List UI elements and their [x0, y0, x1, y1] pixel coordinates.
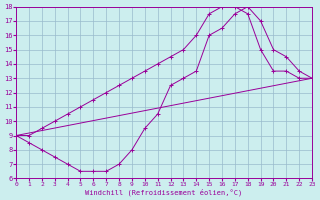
X-axis label: Windchill (Refroidissement éolien,°C): Windchill (Refroidissement éolien,°C) — [85, 188, 243, 196]
